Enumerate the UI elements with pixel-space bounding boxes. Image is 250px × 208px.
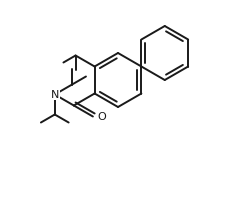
Text: O: O	[96, 111, 105, 121]
Text: N: N	[50, 89, 59, 99]
